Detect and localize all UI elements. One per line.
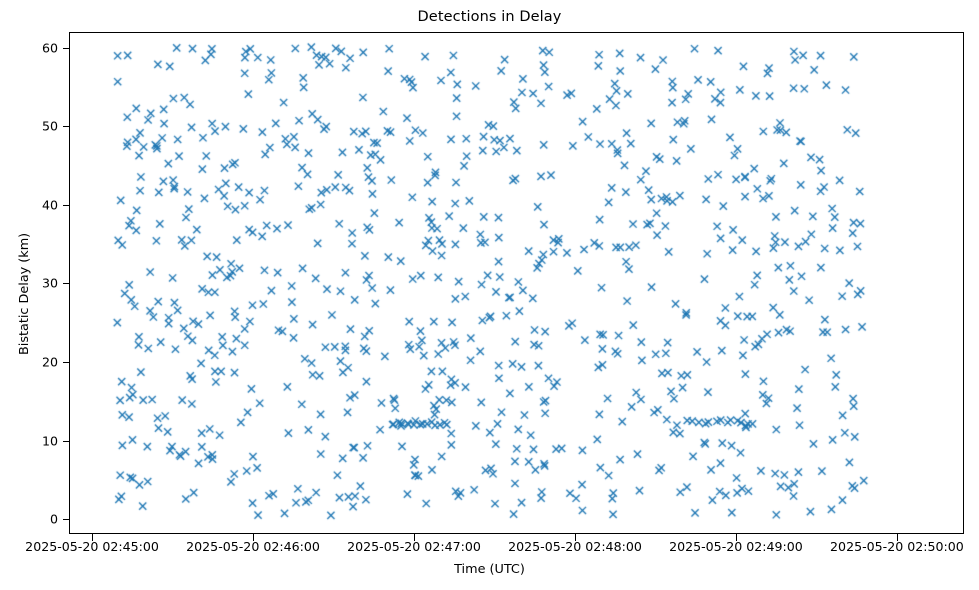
x-tick-mark	[574, 534, 577, 541]
y-axis-label: Bistatic Delay (km)	[17, 232, 32, 355]
y-tick-label: 30	[41, 275, 58, 291]
x-tick-mark	[896, 534, 898, 541]
x-tick-label: 2025-05-20 02:47:00	[347, 539, 481, 554]
x-tick-mark	[253, 534, 255, 541]
y-tick-label: 20	[41, 354, 58, 370]
y-tick-label: 50	[41, 118, 58, 134]
x-tick-label: 2025-05-20 02:45:00	[25, 539, 159, 554]
y-tick-mark	[62, 47, 69, 49]
y-tick-label: 0	[49, 511, 58, 527]
plot-area	[69, 32, 964, 534]
x-axis-label: Time (UTC)	[454, 562, 525, 577]
y-tick-mark	[62, 361, 69, 363]
y-tick-mark	[62, 283, 69, 285]
chart-title: Detections in Delay	[417, 9, 562, 25]
x-tick-label: 2025-05-20 02:50:00	[830, 539, 964, 554]
x-tick-label: 2025-05-20 02:46:00	[186, 539, 320, 554]
y-tick-mark	[62, 440, 69, 442]
y-tick-label: 40	[41, 197, 58, 213]
y-tick-mark	[62, 126, 69, 128]
x-tick-mark	[735, 534, 737, 541]
x-tick-mark	[414, 534, 416, 541]
x-tick-mark	[92, 534, 94, 541]
scatter-points-layer	[70, 33, 963, 533]
y-tick-mark	[62, 204, 69, 206]
x-tick-label: 2025-05-20 02:48:00	[508, 539, 642, 554]
y-tick-label: 10	[41, 433, 58, 448]
y-tick-label: 60	[41, 40, 58, 56]
y-tick-mark	[62, 519, 69, 521]
x-tick-label: 2025-05-20 02:49:00	[669, 539, 803, 554]
